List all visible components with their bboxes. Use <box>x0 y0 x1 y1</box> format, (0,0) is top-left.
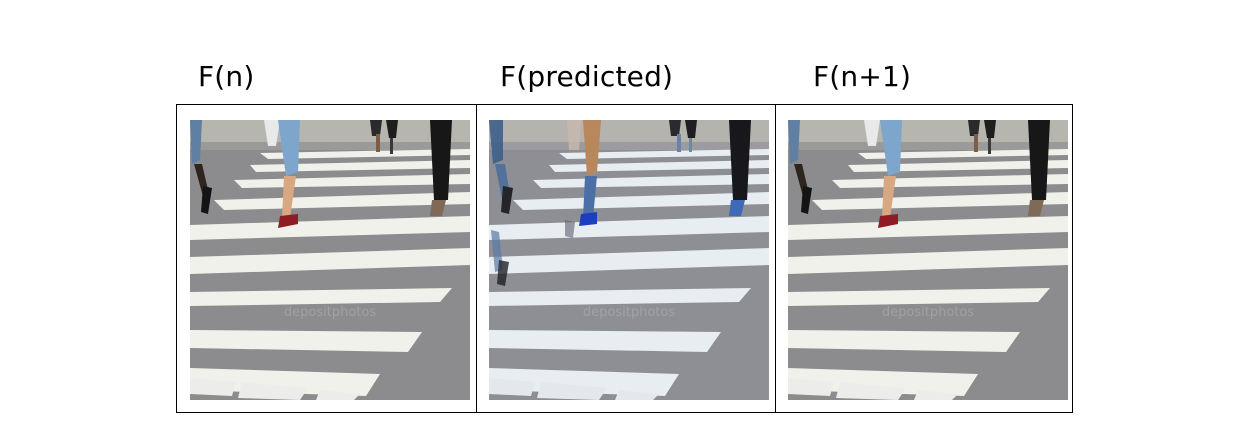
caption-frame-predicted: F(predicted) <box>500 60 674 93</box>
pedestrian-legs-right <box>729 120 751 216</box>
watermark-text: depositphotos <box>583 305 675 320</box>
watermark-text: depositphotos <box>882 305 974 320</box>
frame-n-plus-1-image: depositphotos <box>788 120 1068 400</box>
pedestrian-legs-left <box>190 120 212 214</box>
pedestrian-legs-left <box>489 120 513 286</box>
pedestrian-legs-right <box>430 120 452 216</box>
crosswalk-scene-illustration: depositphotos <box>190 120 470 400</box>
watermark-text: depositphotos <box>284 305 376 320</box>
pedestrian-legs-center <box>565 120 601 238</box>
panel-divider <box>476 105 477 412</box>
pedestrian-legs-center <box>864 120 902 228</box>
crosswalk-scene-illustration: depositphotos <box>489 120 769 400</box>
pedestrian-legs-distant <box>370 120 398 154</box>
frame-predicted-image: depositphotos <box>489 120 769 400</box>
frame-comparison-grid: depositphotos <box>176 104 1073 413</box>
pedestrian-legs-right <box>1028 120 1050 216</box>
pedestrian-legs-distant <box>669 120 697 152</box>
crosswalk-scene-illustration: depositphotos <box>788 120 1068 400</box>
caption-frame-n-plus-1: F(n+1) <box>813 60 912 93</box>
caption-frame-n: F(n) <box>198 60 255 93</box>
panel-divider <box>775 105 776 412</box>
frame-n-image: depositphotos <box>190 120 470 400</box>
pedestrian-legs-center <box>264 120 300 228</box>
pedestrian-legs-distant <box>968 120 996 154</box>
pedestrian-legs-left <box>788 120 812 214</box>
